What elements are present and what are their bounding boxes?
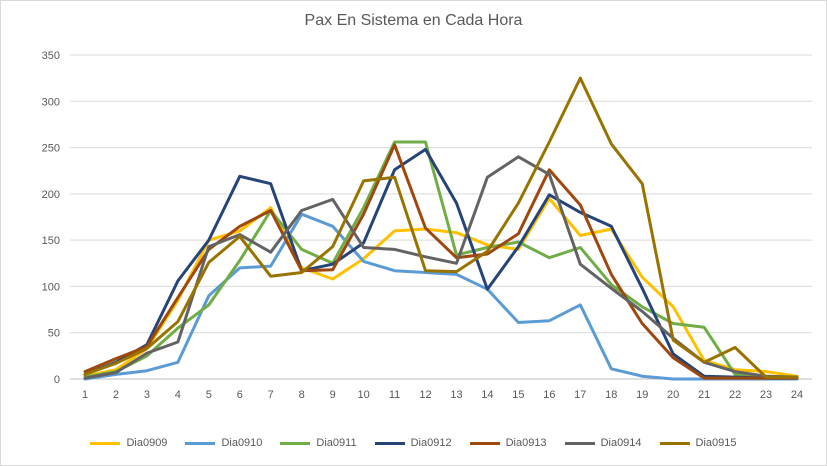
series-line-dia0914: [83, 155, 799, 380]
legend-item-dia0910: Dia0910: [185, 437, 262, 449]
legend-label: Dia0910: [221, 437, 263, 449]
x-tick-label: 13: [450, 389, 462, 401]
y-tick-label: 300: [42, 96, 60, 108]
y-tick-label: 50: [48, 328, 60, 340]
x-tick-label: 20: [667, 389, 679, 401]
legend-swatch: [185, 441, 216, 445]
x-tick-label: 9: [330, 389, 336, 401]
x-tick-label: 3: [144, 389, 150, 401]
x-tick-label: 24: [791, 389, 803, 401]
y-tick-label: 100: [42, 281, 60, 293]
x-tick-label: 15: [512, 389, 524, 401]
series-lines: [83, 76, 799, 381]
legend-label: Dia0912: [410, 437, 452, 449]
legend-item-dia0911: Dia0911: [280, 437, 357, 449]
legend-item-dia0912: Dia0912: [374, 437, 452, 449]
x-tick-label: 21: [698, 389, 710, 401]
y-tick-label: 350: [42, 50, 60, 62]
series-line-dia0911: [83, 140, 799, 379]
y-tick-label: 200: [42, 189, 60, 201]
legend-label: Dia0911: [316, 437, 357, 449]
legend-swatch: [469, 441, 500, 445]
legend-item-dia0909: Dia0909: [90, 437, 167, 449]
legend-swatch: [659, 441, 690, 445]
legend-item-dia0914: Dia0914: [564, 437, 642, 449]
x-tick-label: 19: [636, 389, 648, 401]
y-tick-label: 0: [54, 374, 60, 386]
legend-swatch: [280, 441, 311, 445]
x-tick-label: 7: [268, 389, 274, 401]
x-tick-label: 17: [574, 389, 586, 401]
y-tick-label: 150: [42, 235, 60, 247]
x-tick-label: 23: [760, 389, 772, 401]
legend-label: Dia0914: [600, 437, 642, 449]
legend-swatch: [564, 441, 595, 445]
x-tick-label: 12: [419, 389, 431, 401]
x-tick-label: 2: [113, 389, 119, 401]
x-tick-label: 8: [299, 389, 305, 401]
legend-swatch: [90, 441, 121, 445]
gridlines: [70, 54, 812, 380]
legend-label: Dia0909: [126, 437, 168, 449]
chart-title: Pax En Sistema en Cada Hora: [304, 12, 523, 29]
x-tick-label: 4: [175, 389, 181, 401]
x-tick-label: 14: [481, 389, 493, 401]
series-line-dia0915: [83, 76, 799, 379]
series-line-dia0910: [83, 212, 799, 381]
x-tick-label: 11: [389, 389, 400, 401]
legend: Dia0909 Dia0910 Dia0911 Dia0912 Dia0913 Dia09…: [0, 437, 827, 449]
x-tick-label: 18: [605, 389, 617, 401]
legend-label: Dia0915: [695, 437, 737, 449]
legend-item-dia0915: Dia0915: [659, 437, 737, 449]
series-line-dia0909: [83, 197, 799, 378]
x-tick-label: 6: [237, 389, 243, 401]
x-tick-label: 1: [82, 389, 88, 401]
legend-item-dia0913: Dia0913: [469, 437, 547, 449]
series-line-dia0912: [83, 147, 799, 380]
x-tick-label: 5: [206, 389, 212, 401]
y-tick-label: 250: [42, 143, 60, 155]
legend-label: Dia0913: [505, 437, 547, 449]
x-tick-label: 22: [729, 389, 741, 401]
x-tick-label: 16: [543, 389, 555, 401]
legend-swatch: [374, 441, 405, 445]
x-tick-label: 10: [357, 389, 369, 401]
series-line-dia0913: [83, 143, 799, 380]
